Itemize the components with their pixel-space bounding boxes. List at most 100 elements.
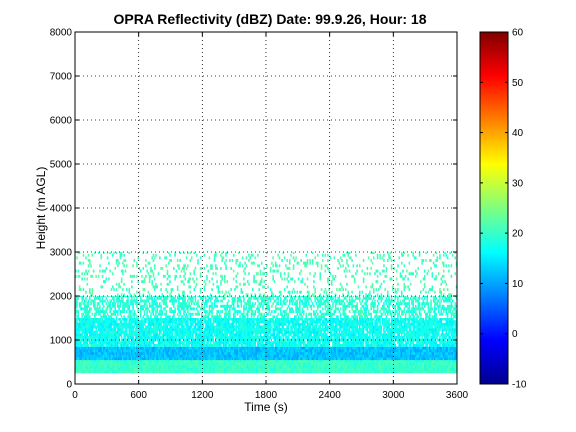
reflectivity-cell <box>400 346 403 350</box>
reflectivity-cell <box>344 359 347 363</box>
reflectivity-cell <box>380 333 383 337</box>
reflectivity-cell <box>203 330 206 334</box>
reflectivity-cell <box>414 349 417 353</box>
reflectivity-cell <box>388 328 390 332</box>
reflectivity-cell <box>383 330 385 334</box>
reflectivity-cell <box>249 341 252 345</box>
reflectivity-cell <box>179 336 181 339</box>
reflectivity-cell <box>204 349 207 353</box>
reflectivity-cell <box>311 362 314 366</box>
reflectivity-cell <box>209 354 212 358</box>
reflectivity-cell <box>217 338 220 342</box>
reflectivity-cell <box>290 351 292 355</box>
reflectivity-cell <box>282 341 285 345</box>
reflectivity-cell <box>369 330 371 334</box>
reflectivity-cell <box>413 362 416 366</box>
reflectivity-cell <box>263 362 266 366</box>
reflectivity-cell <box>114 351 117 355</box>
reflectivity-cell <box>106 328 109 332</box>
reflectivity-cell <box>413 354 416 358</box>
reflectivity-cell <box>422 362 425 366</box>
reflectivity-cell <box>209 367 212 371</box>
reflectivity-cell <box>370 362 372 366</box>
reflectivity-cell <box>77 343 80 347</box>
reflectivity-cell <box>409 328 412 332</box>
reflectivity-cell <box>117 362 119 366</box>
reflectivity-cell <box>301 359 304 363</box>
reflectivity-cell <box>118 341 120 345</box>
reflectivity-cell <box>360 367 362 371</box>
reflectivity-cell <box>134 354 137 358</box>
reflectivity-cell <box>235 333 238 337</box>
reflectivity-cell <box>257 354 259 358</box>
reflectivity-cell <box>78 351 81 355</box>
reflectivity-cell <box>365 338 367 342</box>
reflectivity-cell <box>432 351 435 355</box>
reflectivity-cell <box>113 351 115 355</box>
reflectivity-cell <box>361 338 364 342</box>
reflectivity-cell <box>360 370 362 374</box>
reflectivity-cell <box>92 370 95 374</box>
reflectivity-cell <box>442 370 445 374</box>
reflectivity-cell <box>388 351 390 355</box>
reflectivity-cell <box>152 336 155 339</box>
reflectivity-cell <box>207 349 209 353</box>
reflectivity-cell <box>156 362 159 366</box>
reflectivity-cell <box>189 370 192 374</box>
reflectivity-cell <box>352 338 355 342</box>
reflectivity-cell <box>313 351 315 355</box>
reflectivity-cell <box>179 328 181 332</box>
reflectivity-cell <box>306 341 309 345</box>
reflectivity-cell <box>406 357 408 361</box>
reflectivity-cell <box>384 359 386 363</box>
reflectivity-cell <box>398 365 400 369</box>
reflectivity-cell <box>428 330 431 334</box>
reflectivity-cell <box>133 370 136 374</box>
reflectivity-cell <box>155 330 157 334</box>
reflectivity-cell <box>173 325 175 329</box>
reflectivity-cell <box>134 333 137 337</box>
reflectivity-cell <box>92 362 95 366</box>
reflectivity-cell <box>342 357 344 361</box>
reflectivity-cell <box>131 346 133 350</box>
reflectivity-cell <box>420 362 422 366</box>
reflectivity-cell <box>355 351 357 355</box>
reflectivity-cell <box>131 367 133 371</box>
reflectivity-cell <box>325 357 328 361</box>
reflectivity-cell <box>193 349 195 353</box>
reflectivity-cell <box>160 338 162 342</box>
reflectivity-cell <box>197 354 199 358</box>
reflectivity-cell <box>311 338 314 342</box>
reflectivity-cell <box>426 354 429 358</box>
reflectivity-cell <box>356 359 358 363</box>
reflectivity-cell <box>380 341 383 345</box>
reflectivity-cell <box>92 341 95 345</box>
reflectivity-cell <box>201 351 203 355</box>
reflectivity-cell <box>364 333 366 337</box>
reflectivity-cell <box>393 367 395 371</box>
reflectivity-cell <box>119 357 122 361</box>
reflectivity-cell <box>269 357 272 361</box>
reflectivity-cell <box>166 367 169 371</box>
reflectivity-cell <box>77 333 80 337</box>
reflectivity-cell <box>288 351 291 355</box>
reflectivity-cell <box>132 367 134 371</box>
reflectivity-cell <box>118 330 120 334</box>
reflectivity-cell <box>76 354 78 358</box>
reflectivity-cell <box>276 362 278 366</box>
reflectivity-cell <box>286 357 288 361</box>
reflectivity-cell <box>106 354 109 358</box>
reflectivity-cell <box>222 343 225 347</box>
reflectivity-cell <box>237 349 240 353</box>
reflectivity-cell <box>237 357 240 361</box>
reflectivity-cell <box>296 351 299 355</box>
reflectivity-cell <box>442 362 445 366</box>
reflectivity-cell <box>194 362 197 366</box>
reflectivity-cell <box>103 341 105 345</box>
reflectivity-cell <box>294 367 296 371</box>
reflectivity-cell <box>169 333 171 337</box>
reflectivity-cell <box>296 367 299 371</box>
reflectivity-cell <box>151 336 153 339</box>
reflectivity-cell <box>338 370 341 374</box>
reflectivity-cell <box>449 336 451 339</box>
